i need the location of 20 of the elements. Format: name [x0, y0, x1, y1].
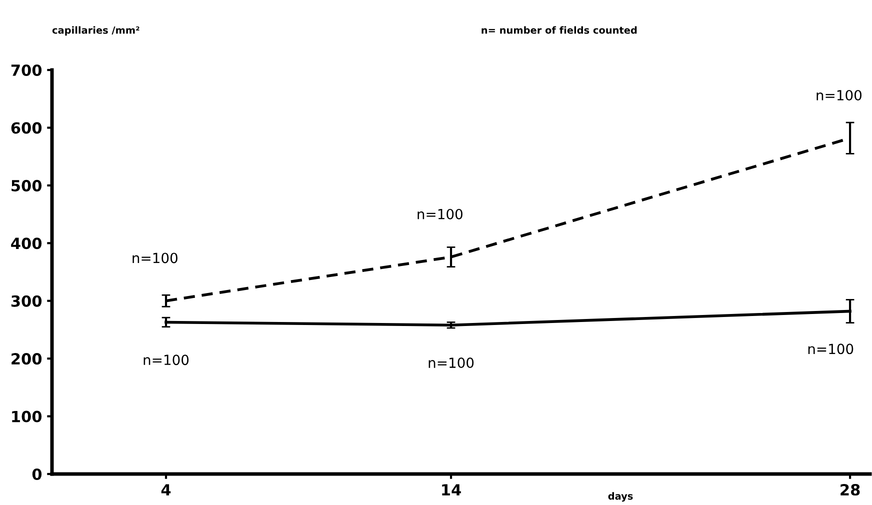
y-tick-label: 400	[11, 238, 42, 250]
annotation: n=100	[418, 208, 462, 220]
annotation: n=100	[816, 90, 862, 100]
x-axis-title: days	[608, 492, 633, 502]
text: n= number of fields counted	[482, 26, 637, 34]
y-tick-label: 700	[11, 64, 42, 76]
annotation: n=100	[428, 358, 474, 368]
y-tick-label: 500	[12, 180, 42, 192]
y-tick-label: 600	[11, 122, 42, 134]
annotation: n=100	[132, 252, 178, 264]
x-tick-label: 28	[840, 484, 860, 496]
annotation: n=100	[808, 344, 854, 354]
y-tick-label: 100	[12, 410, 42, 422]
annotation: n=100	[144, 354, 189, 366]
y-tick-label: 300	[11, 295, 42, 307]
y-axis-title: capillaries /mm²	[52, 26, 140, 36]
y-tick-label: 0	[32, 468, 42, 480]
y-tick-label: 200	[12, 353, 42, 365]
x-tick-label: 4	[161, 484, 171, 496]
x-tick-label: 14	[442, 484, 461, 496]
